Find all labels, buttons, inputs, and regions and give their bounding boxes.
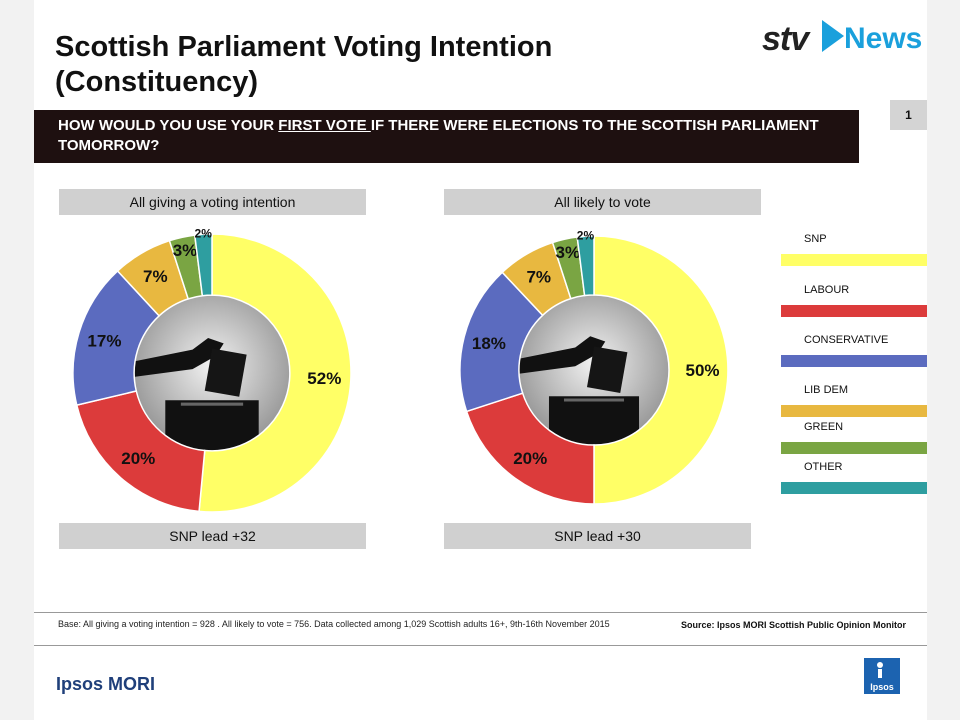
legend-label-conservative: CONSERVATIVE <box>804 334 889 346</box>
legend-item-labour: LABOUR <box>781 283 927 317</box>
question-text-underlined: FIRST VOTE <box>278 117 371 134</box>
legend-label-lib-dem: LIB DEM <box>804 384 849 396</box>
footer-divider-top <box>34 612 927 613</box>
ipsos-mori-wordmark: Ipsos MORI <box>56 674 156 694</box>
legend-item-other: OTHER <box>781 460 927 494</box>
data-label-lib-dem: 7% <box>143 267 168 286</box>
page-title: Scottish Parliament Voting Intention (Co… <box>55 31 553 98</box>
legend-swatch-snp <box>781 254 927 266</box>
ballot-box-image <box>134 295 290 451</box>
data-label-other: 2% <box>577 230 595 242</box>
slide: Scottish Parliament Voting Intention (Co… <box>34 0 927 720</box>
legend-label-snp: SNP <box>804 233 827 245</box>
question-text-end: IF THERE WERE ELECTIONS TO THE SCOTTISH … <box>58 117 819 154</box>
ballot-box-image <box>518 294 670 446</box>
donut-segment-snp <box>593 235 729 505</box>
logo-product: News <box>844 22 923 55</box>
legend-label-green: GREEN <box>804 421 844 433</box>
chart-2-lead: SNP lead +30 <box>444 523 751 549</box>
question-text-start: HOW WOULD YOU USE YOUR <box>58 117 279 134</box>
legend-label-other: OTHER <box>804 461 843 473</box>
chart-1-lead: SNP lead +32 <box>59 523 366 549</box>
donut-chart-all-voting-intention: 52% 20% 17% 7% 3%2% <box>72 228 352 513</box>
data-label-green: 3% <box>173 241 198 260</box>
source-note: Source: Ipsos MORI Scottish Public Opini… <box>681 620 907 630</box>
legend-label-labour: LABOUR <box>804 284 850 296</box>
data-label-labour: 20% <box>513 449 547 468</box>
ipsos-figure-icon <box>877 662 883 678</box>
data-label-green: 3% <box>556 243 581 262</box>
footer-divider-bottom <box>34 645 927 646</box>
question-banner: HOW WOULD YOU USE YOUR FIRST VOTE IF THE… <box>34 110 859 163</box>
donut-segment-other <box>193 233 213 297</box>
logo-arrow-icon <box>822 20 844 52</box>
chart-1-title: All giving a voting intention <box>59 189 366 215</box>
data-label-other: 2% <box>195 228 213 240</box>
donut-segment-other <box>576 235 595 297</box>
data-label-conservative: 17% <box>87 331 121 350</box>
legend-swatch-labour <box>781 305 927 317</box>
data-label-snp: 50% <box>686 361 720 380</box>
stv-news-logo: stv News <box>762 14 922 64</box>
legend-swatch-lib-dem <box>781 405 927 417</box>
data-label-labour: 20% <box>121 449 155 468</box>
legend-item-snp: SNP <box>781 232 927 266</box>
data-label-lib-dem: 7% <box>526 268 551 287</box>
legend-swatch-other <box>781 482 927 494</box>
data-label-conservative: 18% <box>472 334 506 353</box>
chart-2-title: All likely to vote <box>444 189 761 215</box>
legend-swatch-green <box>781 442 927 454</box>
legend-swatch-conservative <box>781 355 927 367</box>
base-note: Base: All giving a voting intention = 92… <box>58 619 610 629</box>
ipsos-logo-text: Ipsos <box>870 682 894 692</box>
data-label-snp: 52% <box>307 369 341 388</box>
legend-item-green: GREEN <box>781 420 927 454</box>
logo-brand: stv <box>762 20 809 58</box>
donut-chart-likely-to-vote: 50% 20% 18% 7% 3%2% <box>459 230 729 505</box>
ipsos-logo: Ipsos <box>864 658 900 694</box>
donut-segment-snp <box>198 233 352 513</box>
slide-number: 1 <box>890 100 927 130</box>
legend-item-conservative: CONSERVATIVE <box>781 333 927 367</box>
legend-item-lib-dem: LIB DEM <box>781 383 927 417</box>
